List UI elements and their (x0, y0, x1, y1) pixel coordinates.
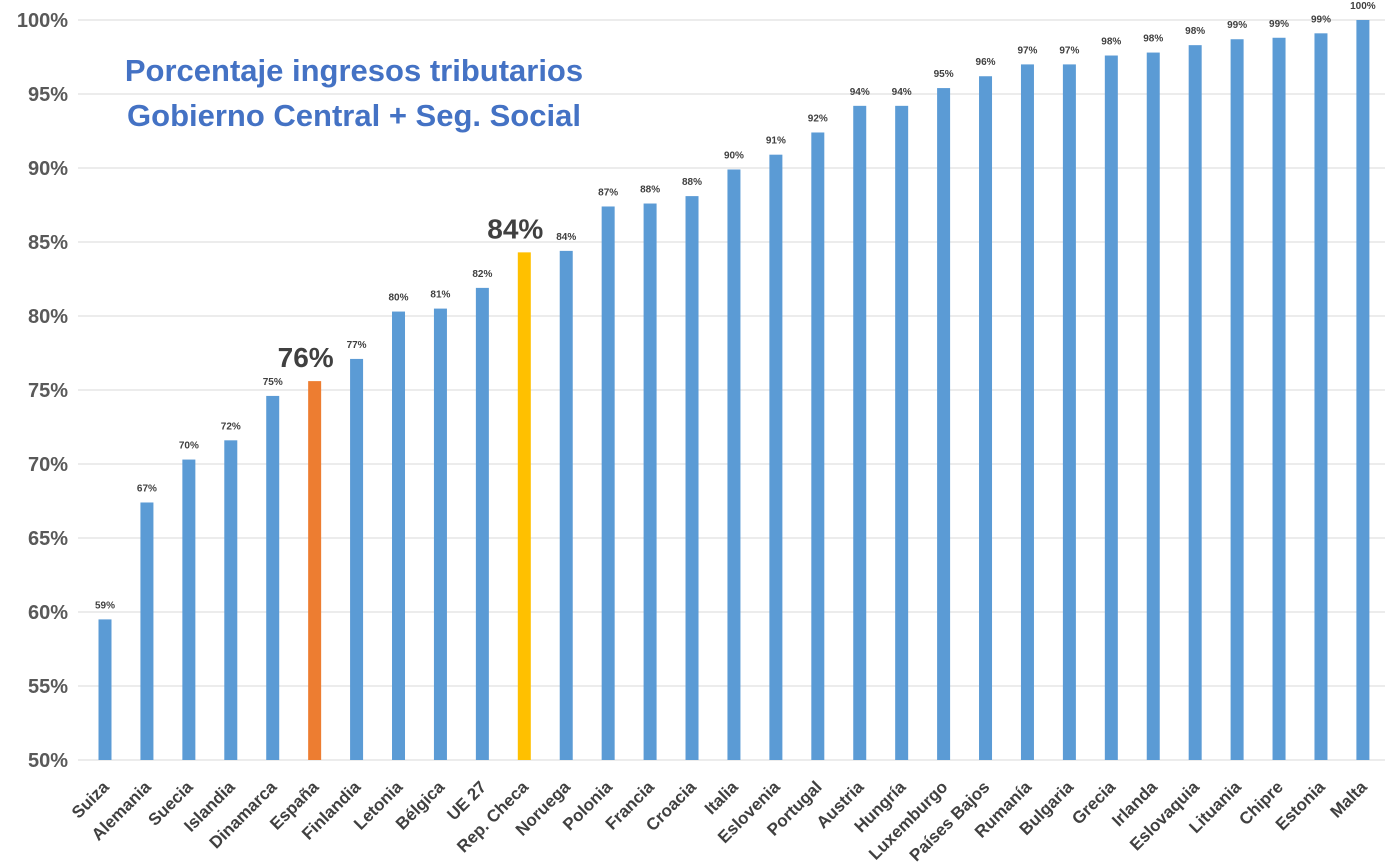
bar-islandia (224, 440, 238, 760)
bar-eslovaquia (1188, 45, 1202, 761)
data-label: 82% (472, 269, 492, 280)
data-label: 70% (179, 441, 199, 452)
bar-finlandia (350, 358, 364, 760)
data-label: 88% (682, 177, 702, 188)
y-tick-label: 60% (28, 602, 68, 624)
bar-rumanía (1020, 64, 1034, 760)
bar-croacia (685, 196, 699, 760)
data-label: 97% (1059, 45, 1079, 56)
bar-bulgaria (1062, 64, 1076, 760)
bar-italia (727, 169, 741, 761)
data-label: 98% (1185, 26, 1205, 37)
data-label: 67% (137, 483, 157, 494)
bar-rep-checa (517, 252, 531, 761)
y-tick-label: 90% (28, 158, 68, 180)
chart-title: Porcentaje ingresos tributarios Gobierno… (125, 53, 583, 133)
x-tick-label: Malta (1327, 777, 1372, 822)
data-label: 97% (1017, 45, 1037, 56)
bar-letonia (392, 311, 406, 760)
data-label: 98% (1143, 34, 1163, 45)
bar-dinamarca (266, 395, 280, 760)
y-tick-label: 85% (28, 232, 68, 254)
data-label: 96% (976, 57, 996, 68)
bar-polonia (601, 206, 615, 761)
bar-lituania (1230, 39, 1244, 761)
data-label: 80% (389, 293, 409, 304)
data-label: 94% (892, 87, 912, 98)
bar-malta (1356, 20, 1370, 760)
data-label: 72% (221, 421, 241, 432)
data-label: 98% (1101, 37, 1121, 48)
bar-ue-27 (475, 287, 489, 760)
data-label: 88% (640, 185, 660, 196)
bar-chipre (1272, 37, 1286, 760)
bar-bélgica (433, 308, 447, 760)
y-tick-label: 50% (28, 750, 68, 772)
data-label: 75% (263, 377, 283, 388)
data-label: 81% (430, 290, 450, 301)
bar-suecia (182, 459, 196, 760)
bar-estonia (1314, 33, 1328, 760)
x-axis: SuizaAlemaniaSueciaIslandiaDinamarcaEspa… (68, 777, 1371, 865)
data-label: 99% (1227, 20, 1247, 31)
data-label: 92% (808, 113, 828, 124)
bar-irlanda (1146, 52, 1160, 761)
bar-portugal (811, 132, 825, 761)
y-tick-label: 65% (28, 528, 68, 550)
bars (98, 20, 1370, 761)
data-label: 94% (850, 87, 870, 98)
chart-title-line-1: Porcentaje ingresos tributarios (125, 53, 583, 88)
y-tick-label: 75% (28, 380, 68, 402)
data-label: 59% (95, 600, 115, 611)
data-label: 100% (1350, 1, 1376, 12)
data-labels: 59% 67% 70% 72% 75% 76% 77% 80% 81% 82% 84% 84% 87% 8… (95, 1, 1376, 611)
data-label: 77% (347, 340, 367, 351)
data-label: 99% (1311, 14, 1331, 25)
bar-suiza (98, 619, 112, 760)
bar-luxemburgo (937, 88, 951, 760)
y-tick-label: 70% (28, 454, 68, 476)
bar-españa (308, 381, 322, 760)
bar-francia (643, 203, 657, 760)
y-axis: 50% 55% 60% 65% 70% 75% 80% 85% 90% 95% 100% (17, 10, 68, 772)
data-label-highlight: 84% (487, 213, 543, 244)
chart-title-line-2: Gobierno Central + Seg. Social (127, 98, 581, 133)
bar-noruega (559, 250, 573, 760)
data-label: 84% (556, 232, 576, 243)
data-label: 95% (934, 69, 954, 80)
data-label: 90% (724, 150, 744, 161)
bar-eslovenia (769, 154, 783, 760)
data-label: 87% (598, 187, 618, 198)
data-label: 99% (1269, 19, 1289, 30)
bar-austria (853, 105, 867, 761)
bar-alemania (140, 502, 154, 760)
y-tick-label: 55% (28, 676, 68, 698)
bar-grecia (1104, 55, 1118, 760)
bar-países-bajos (979, 76, 993, 761)
bar-hungría (895, 105, 909, 761)
y-tick-label: 95% (28, 84, 68, 106)
data-label-highlight: 76% (278, 342, 334, 373)
y-tick-label: 80% (28, 306, 68, 328)
y-tick-label: 100% (17, 10, 68, 32)
data-label: 91% (766, 136, 786, 147)
